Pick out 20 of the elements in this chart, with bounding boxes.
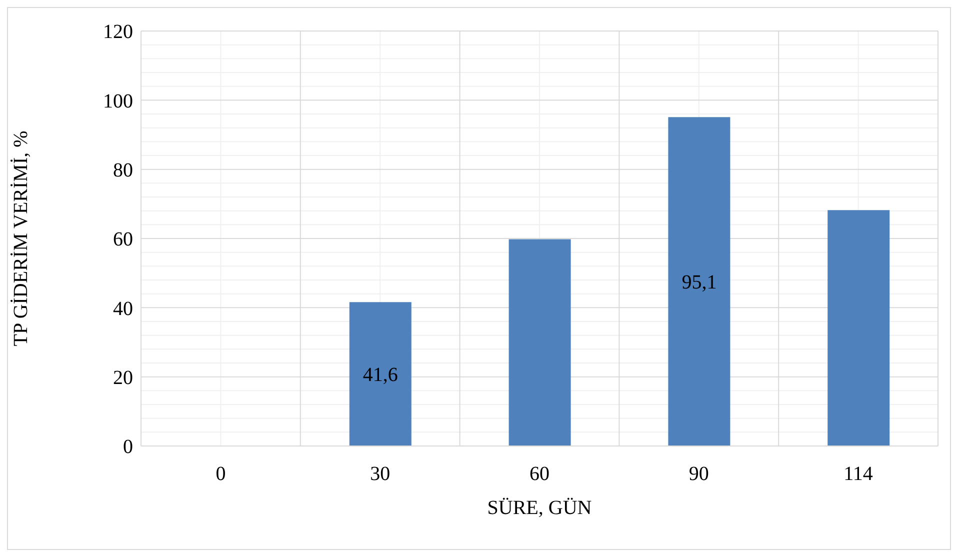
x-axis-title: SÜRE, GÜN bbox=[487, 497, 592, 519]
y-axis-title: TP GİDERİM VERİMİ, % bbox=[10, 130, 32, 346]
y-tick-label: 40 bbox=[113, 298, 133, 320]
x-tick-label: 30 bbox=[370, 463, 390, 486]
bar bbox=[508, 239, 571, 446]
y-tick-label: 120 bbox=[103, 21, 133, 44]
y-tick-label: 20 bbox=[113, 366, 133, 389]
data-label: 95,1 bbox=[682, 272, 717, 294]
x-tick-label: 114 bbox=[844, 463, 873, 486]
bar bbox=[349, 302, 412, 446]
y-tick-label: 80 bbox=[113, 159, 133, 182]
y-tick-label: 0 bbox=[123, 436, 133, 458]
bar bbox=[668, 117, 730, 446]
y-tick-label: 60 bbox=[113, 228, 133, 251]
x-tick-label: 0 bbox=[216, 463, 226, 486]
bar bbox=[828, 210, 890, 446]
x-tick-label: 60 bbox=[530, 463, 550, 486]
y-tick-label: 100 bbox=[103, 90, 133, 112]
data-label: 41,6 bbox=[362, 364, 398, 386]
x-tick-label: 90 bbox=[688, 463, 709, 486]
